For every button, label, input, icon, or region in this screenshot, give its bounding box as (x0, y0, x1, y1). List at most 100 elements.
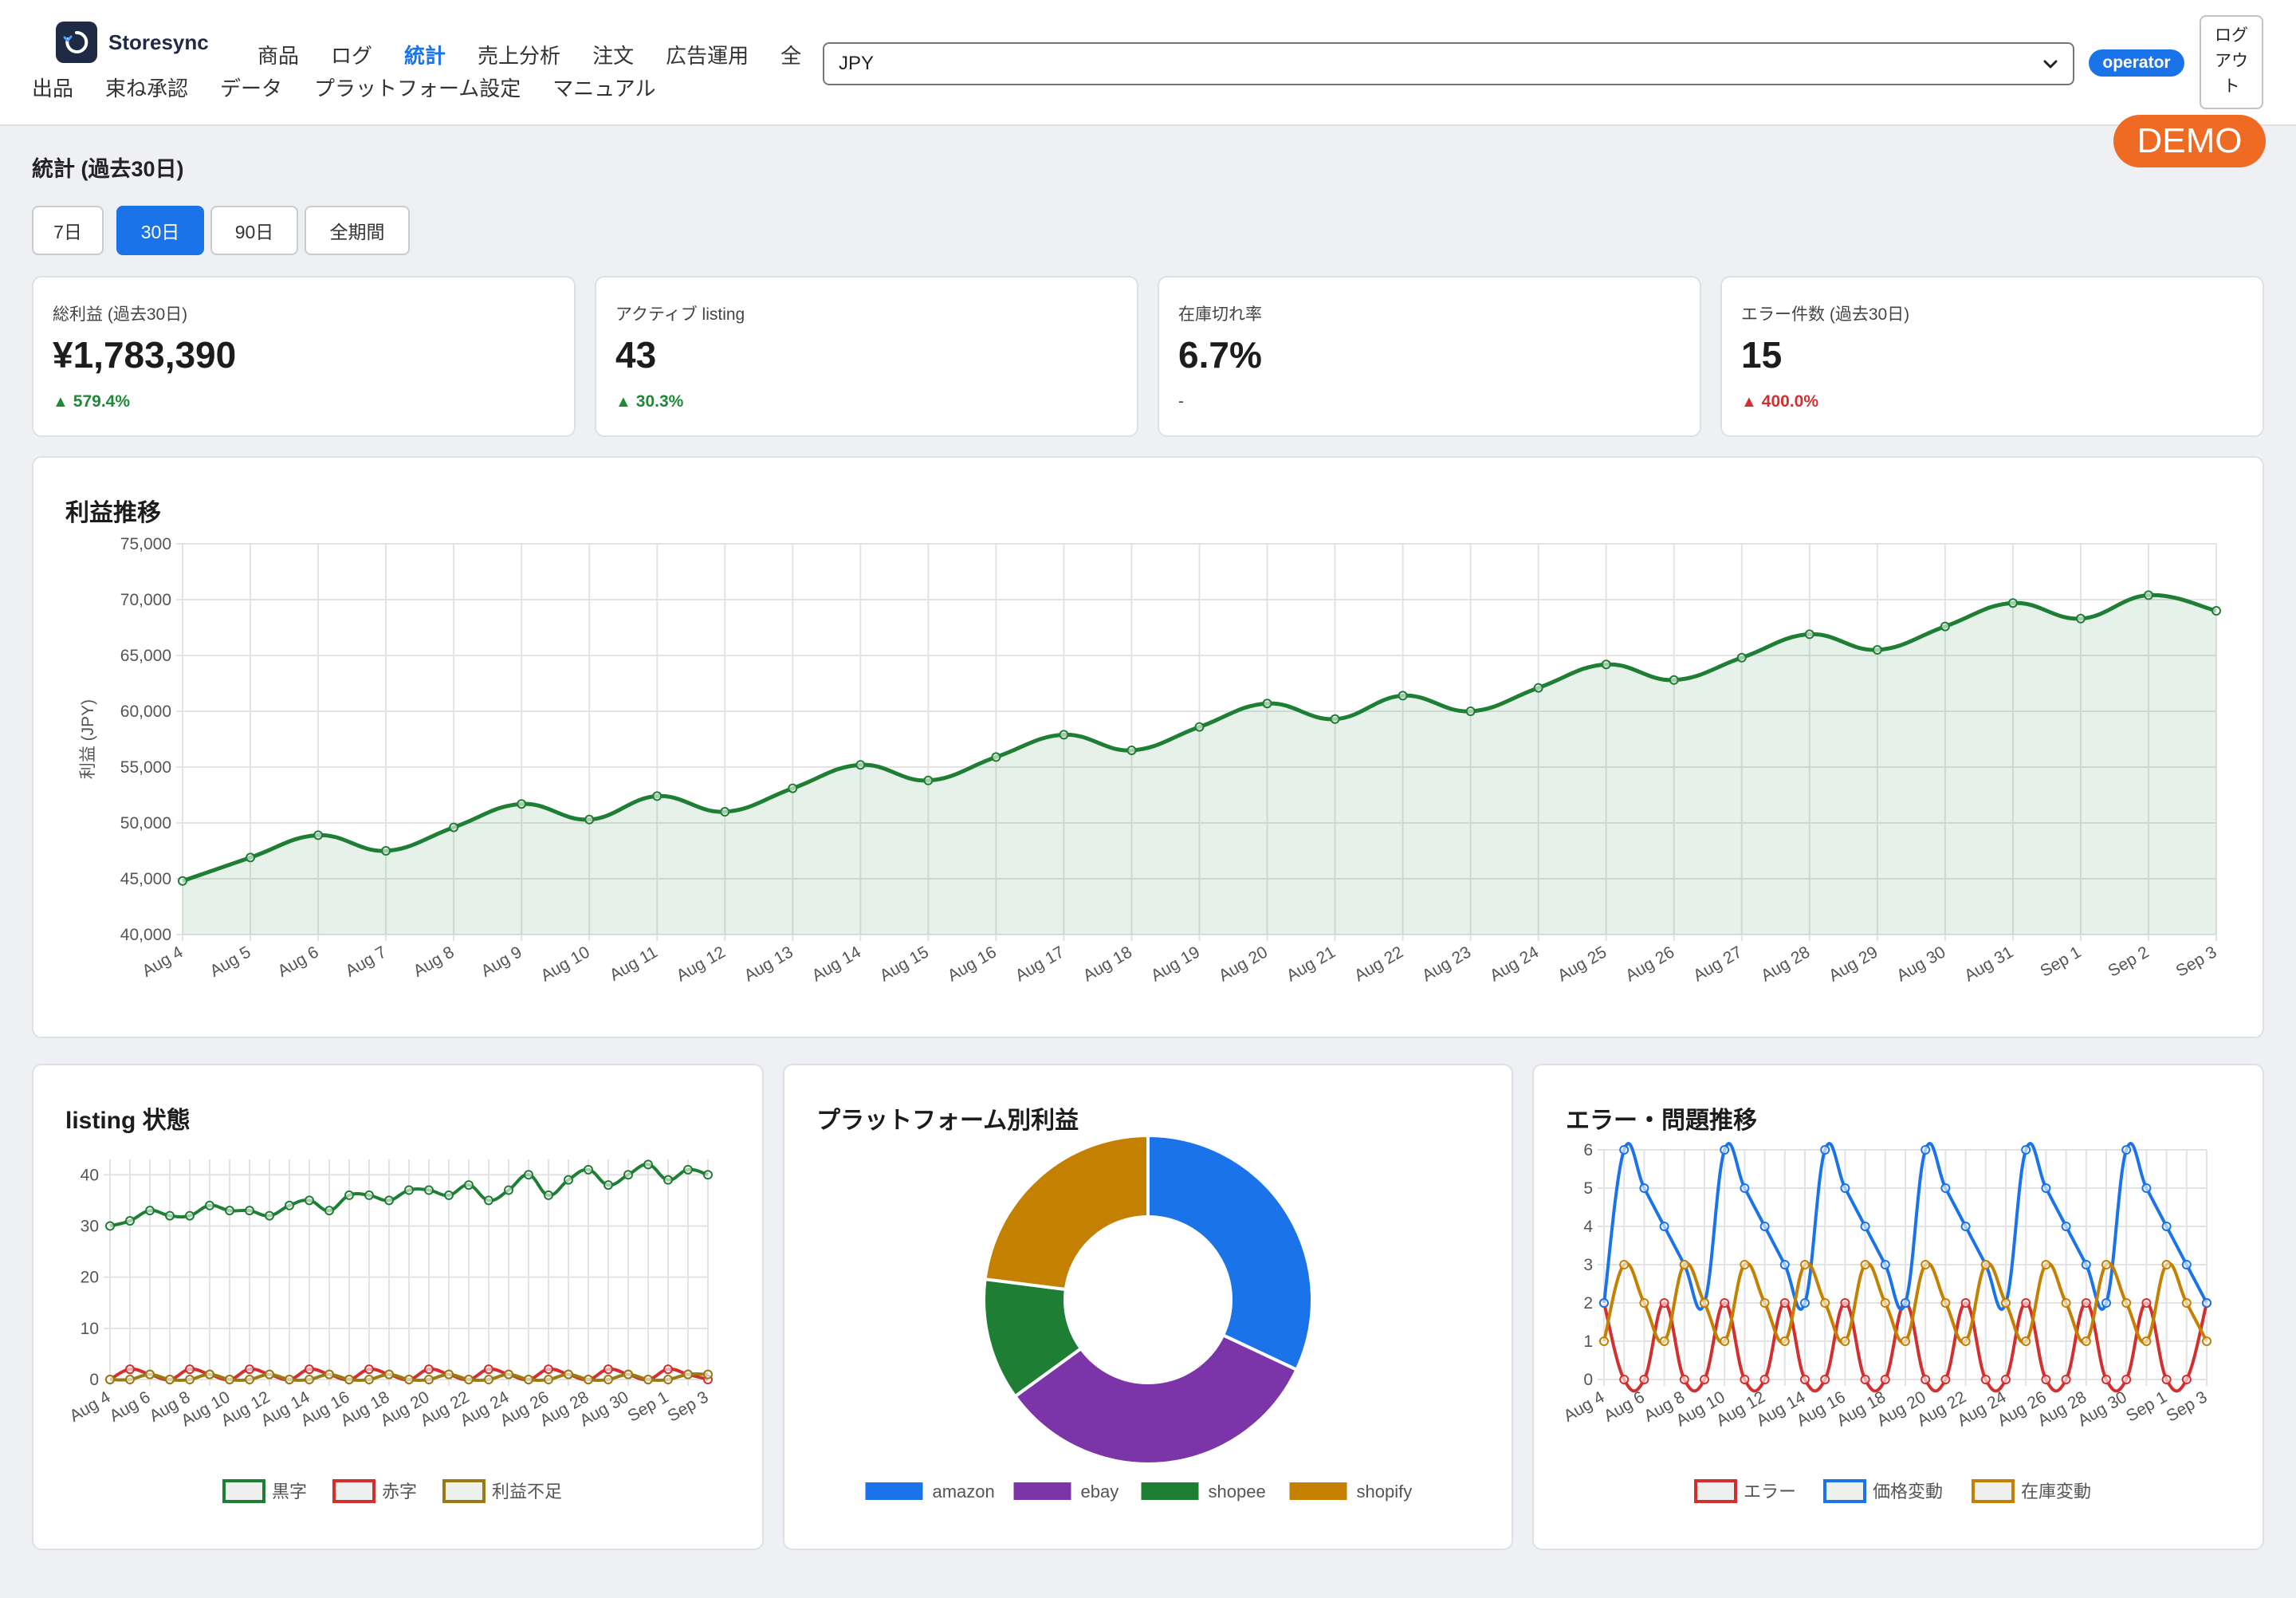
nav-orders[interactable]: 注文 (592, 44, 635, 68)
data-point (584, 814, 595, 825)
data-point (484, 1375, 493, 1384)
data-point (1679, 1260, 1689, 1269)
profit-trend-chart: 40,000 45,000 50,000 55,000 60,000 65,000 70,0… (79, 535, 2221, 986)
x-tick-label: Sep 1 (624, 1387, 671, 1425)
data-point (1669, 675, 1679, 685)
main-nav-row2: 出品 束ね承認 データ プラットフォーム設定 マニュアル (32, 73, 656, 102)
nav-all[interactable]: 全 (780, 44, 802, 68)
x-tick-label: Sep 1 (2037, 943, 2084, 980)
x-tick-label: Aug 31 (1961, 943, 2016, 985)
data-point (923, 775, 934, 785)
data-point (364, 1364, 374, 1375)
data-point (305, 1195, 314, 1206)
data-point (313, 830, 324, 840)
period-all-button[interactable]: 全期間 (305, 206, 410, 255)
kpi-label: エラー件数 (過去30日) (1741, 305, 1910, 324)
brand-name: Storesync (108, 30, 209, 54)
triangle-up-icon: ▲ (615, 393, 631, 411)
logout-button[interactable]: ログ アウ ト (2200, 15, 2263, 109)
donut-slice-ebay (1012, 1332, 1299, 1466)
data-point (2075, 613, 2086, 624)
data-point (444, 1190, 454, 1200)
y-tick-label: 20 (81, 1269, 99, 1287)
data-point (2202, 1298, 2211, 1308)
data-point (1194, 722, 1205, 732)
x-tick-label: Aug 13 (741, 943, 796, 985)
platform-profit-chart: amazon ebay shopee shopify (865, 1133, 1412, 1502)
data-point (364, 1190, 374, 1200)
data-point (1720, 1298, 1730, 1308)
data-point (381, 846, 391, 856)
data-point (544, 1375, 553, 1384)
data-point (663, 1175, 673, 1185)
data-point (464, 1180, 474, 1191)
data-point (1960, 1336, 1971, 1346)
nav-data[interactable]: データ (220, 77, 283, 100)
data-point (544, 1190, 553, 1200)
data-point (424, 1185, 434, 1195)
nav-products[interactable]: 商品 (258, 44, 300, 68)
data-point (245, 1206, 254, 1216)
x-tick-label: Aug 8 (411, 943, 458, 980)
nav-manual[interactable]: マニュアル (552, 77, 656, 100)
data-point (2141, 1336, 2152, 1346)
data-point (1980, 1375, 1991, 1384)
nav-sales-analysis[interactable]: 売上分析 (478, 44, 561, 68)
nav-ads[interactable]: 広告運用 (666, 44, 749, 68)
data-point (2181, 1375, 2192, 1384)
brand[interactable]: Storesync (56, 21, 209, 64)
data-point (1921, 1375, 1931, 1384)
data-point (1700, 1375, 1709, 1384)
data-point (449, 822, 459, 832)
data-point (1740, 1183, 1750, 1193)
legend-label: 黒字 (272, 1482, 307, 1502)
data-point (855, 760, 866, 770)
legend-label: エラー (1744, 1482, 1796, 1502)
data-point (245, 1375, 254, 1384)
x-tick-label: Aug 6 (106, 1387, 153, 1425)
data-point (517, 799, 527, 809)
data-point (1860, 1375, 1870, 1384)
x-tick-label: Aug 19 (1148, 943, 1203, 985)
x-tick-label: Aug 15 (877, 943, 932, 985)
data-point (1700, 1298, 1709, 1308)
nav-stats[interactable]: 統計 (404, 44, 446, 68)
data-point (1759, 1222, 1770, 1231)
x-tick-label: Aug 17 (1012, 943, 1067, 985)
data-point (2143, 590, 2153, 600)
x-tick-label: Aug 6 (1601, 1387, 1648, 1425)
period-7d-button[interactable]: 7日 (32, 206, 104, 255)
chart-title: 利益推移 (65, 500, 161, 526)
data-point (1599, 1298, 1609, 1308)
data-point (1779, 1298, 1790, 1308)
nav-platform-settings[interactable]: プラットフォーム設定 (314, 77, 521, 100)
y-tick-label: 75,000 (120, 535, 171, 553)
data-point (246, 852, 256, 863)
kpi-card-total-profit: 総利益 (過去30日) ¥1,783,390 ▲ 579.4% (32, 276, 576, 437)
data-point (1659, 1298, 1669, 1308)
data-point (2081, 1298, 2091, 1308)
sync-icon (63, 30, 88, 53)
data-point (2141, 1183, 2152, 1193)
data-point (2202, 1336, 2211, 1346)
nav-bundle-approval[interactable]: 束ね承認 (105, 77, 189, 100)
currency-select[interactable]: JPY (823, 42, 2074, 85)
kpi-card-error-count: エラー件数 (過去30日) 15 ▲ 400.0% (1720, 276, 2264, 437)
period-30d-button[interactable]: 30日 (116, 206, 204, 255)
data-point (2161, 1260, 2172, 1269)
data-point (1940, 1375, 1951, 1384)
data-point (564, 1369, 573, 1380)
data-point (2141, 1298, 2152, 1308)
data-point (623, 1170, 633, 1180)
y-tick-label: 0 (1583, 1371, 1593, 1389)
nav-logs[interactable]: ログ (331, 44, 373, 68)
logout-label-line1: ログ (2215, 26, 2248, 45)
data-point (2181, 1298, 2192, 1308)
data-point (1880, 1298, 1890, 1308)
data-point (344, 1190, 354, 1200)
legend-swatch (1141, 1482, 1199, 1500)
data-point (1619, 1145, 1630, 1155)
nav-listing[interactable]: 出品 (32, 77, 74, 100)
period-90d-button[interactable]: 90日 (210, 206, 298, 255)
data-point (2061, 1298, 2071, 1308)
